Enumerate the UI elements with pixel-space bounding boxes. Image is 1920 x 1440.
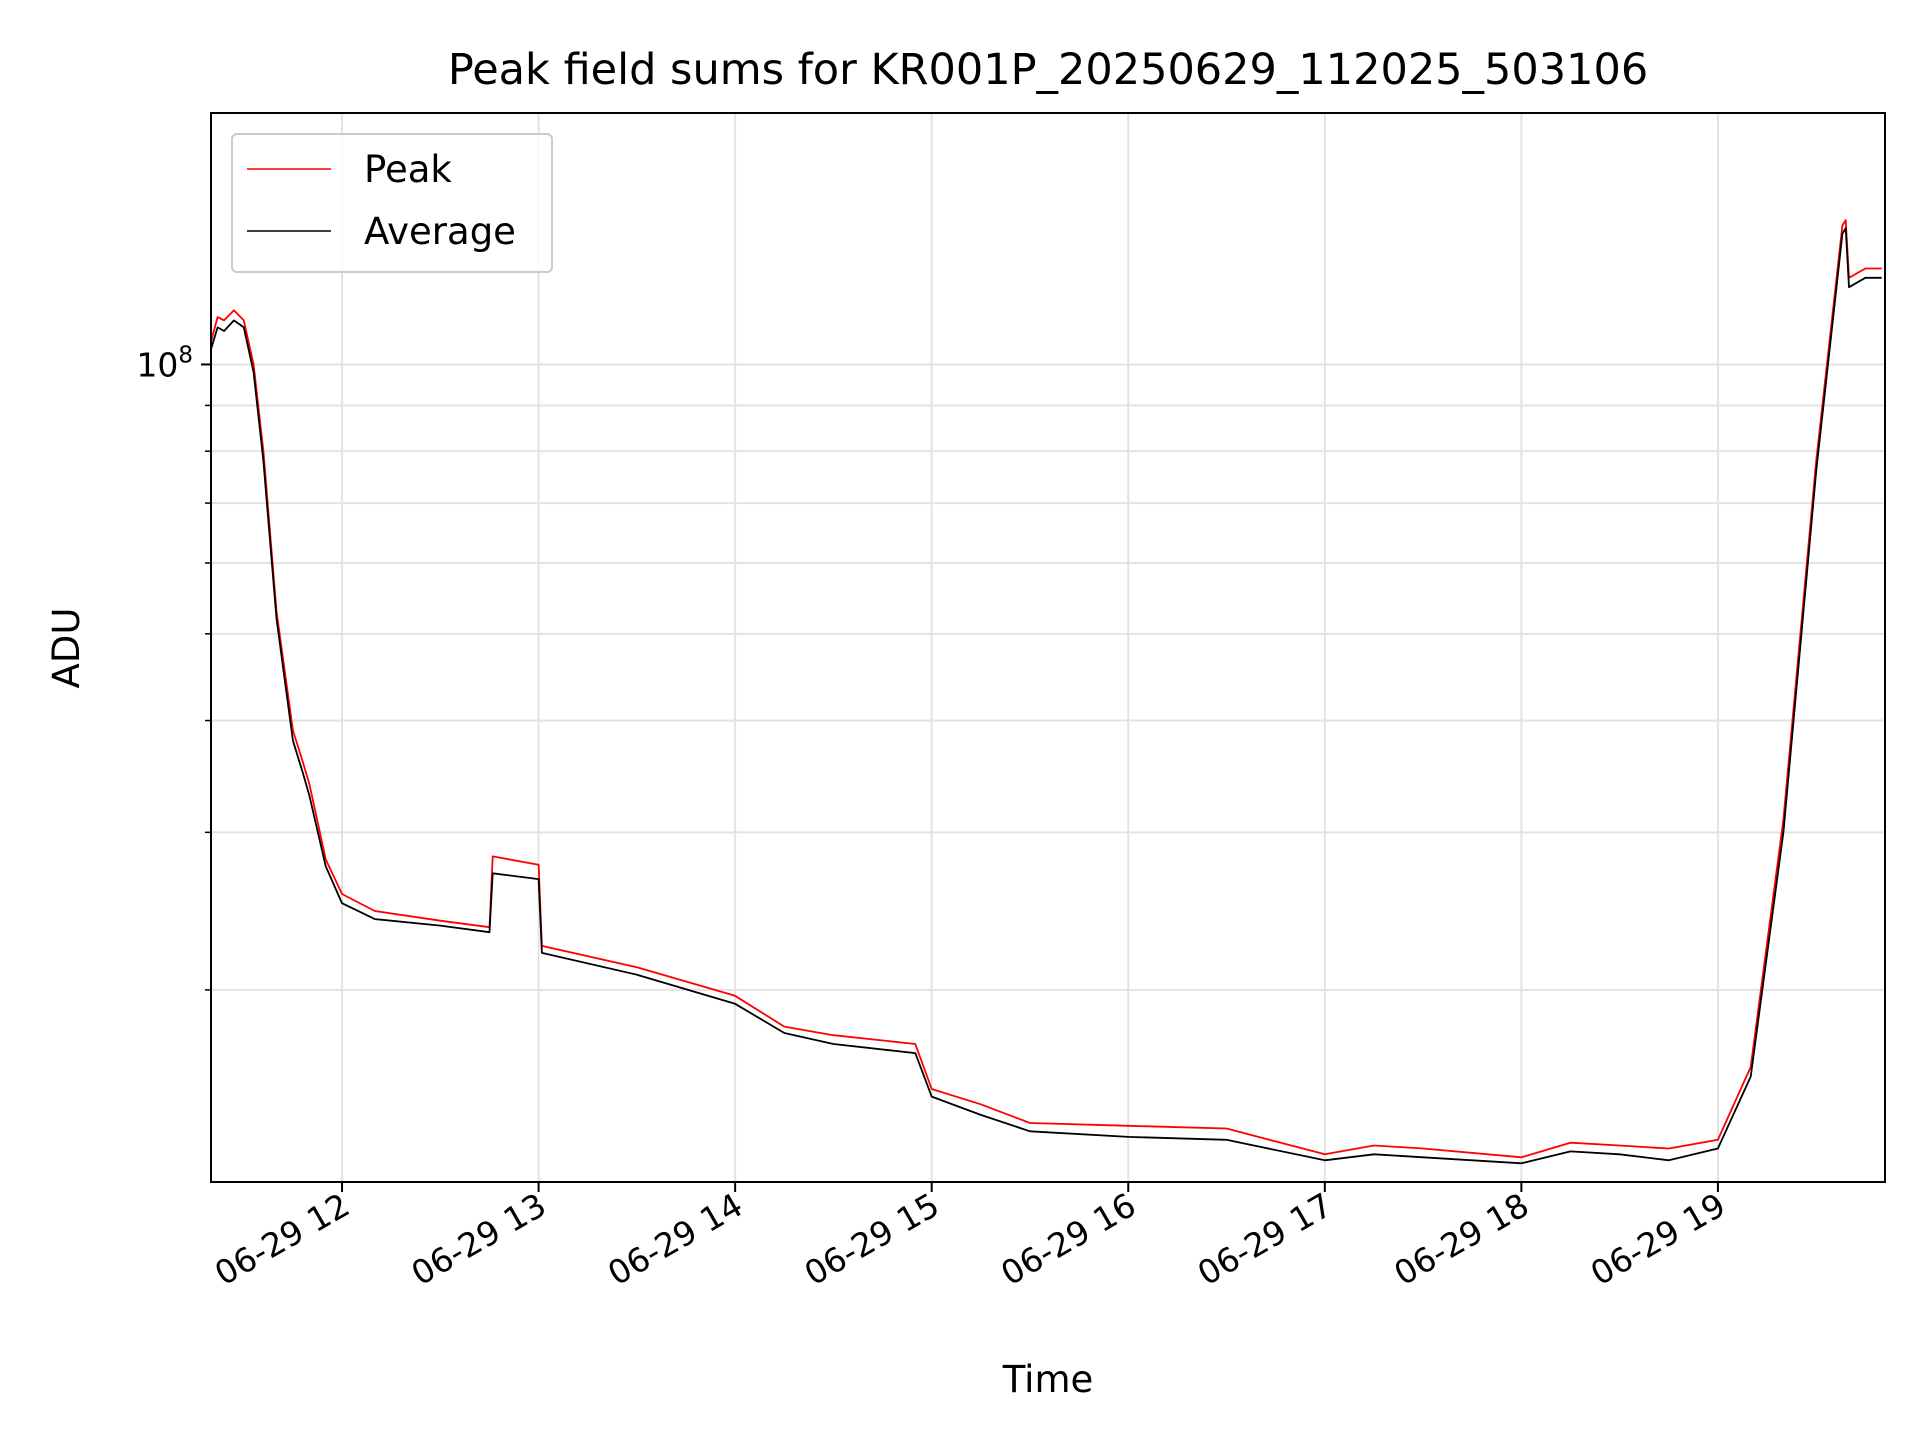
y-axis-label: ADU <box>45 608 88 689</box>
x-axis-label: Time <box>1002 1358 1094 1401</box>
plot-lines <box>210 219 1882 1165</box>
series-line-average <box>210 227 1882 1165</box>
series-line-peak <box>210 219 1882 1159</box>
grid <box>211 113 1885 1182</box>
legend-label-peak: Peak <box>364 148 452 191</box>
legend-label-average: Average <box>364 210 516 253</box>
y-tick-label-0: 108 <box>136 342 193 384</box>
legend: Peak Average <box>231 133 553 273</box>
plot-frame <box>210 112 1886 1183</box>
chart-title: Peak field sums for KR001P_20250629_1120… <box>448 45 1648 95</box>
